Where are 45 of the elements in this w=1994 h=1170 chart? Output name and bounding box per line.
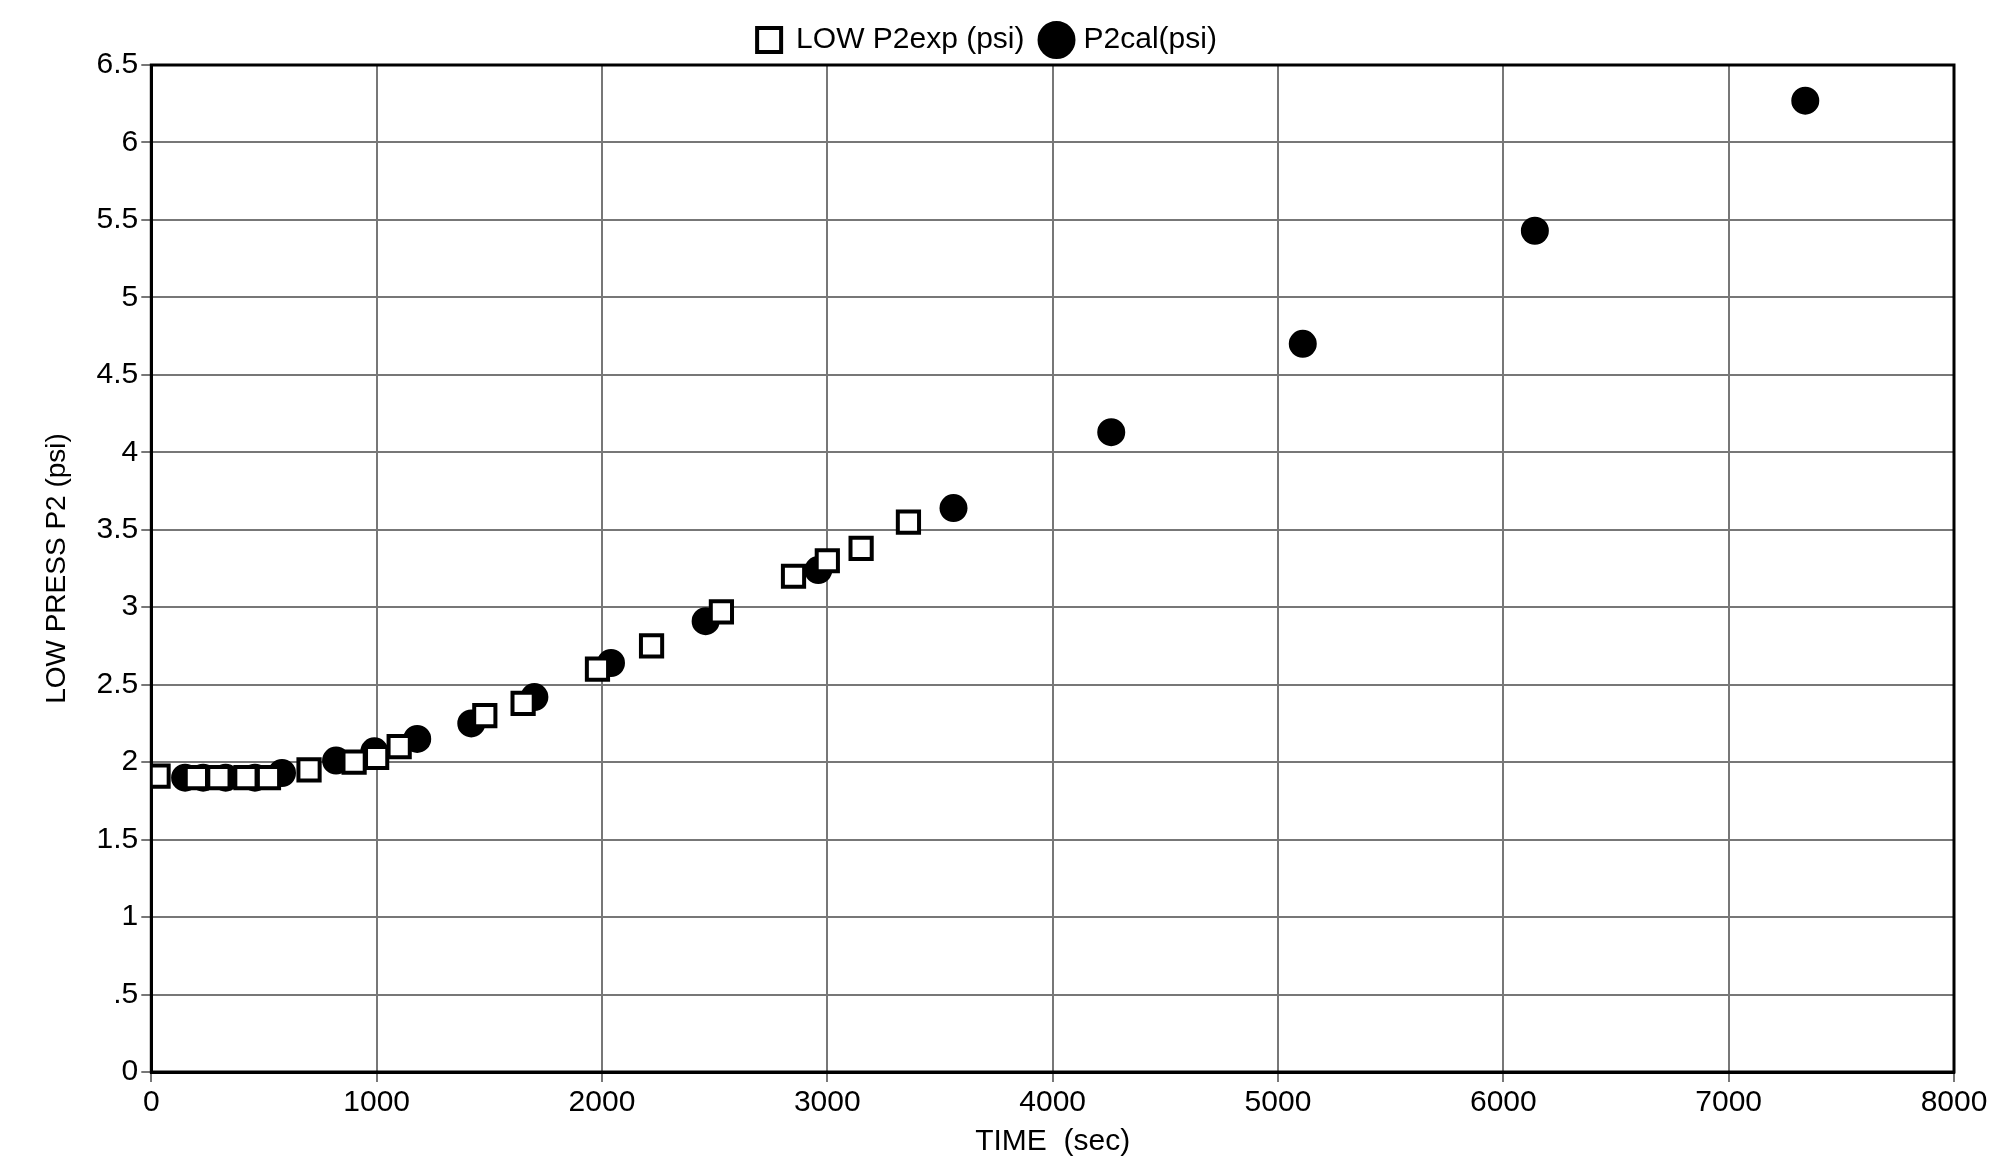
y-tick-label: 1.5 bbox=[96, 820, 139, 854]
x-tick-label: 7000 bbox=[1695, 1084, 1763, 1118]
x-tick-label: 0 bbox=[142, 1084, 160, 1118]
y-tick-label: 3.5 bbox=[96, 511, 139, 545]
y-tick-label: 0 bbox=[121, 1053, 139, 1087]
x-tick-label: 5000 bbox=[1244, 1084, 1312, 1118]
y-tick-label: 2.5 bbox=[96, 665, 139, 699]
x-tick-label: 8000 bbox=[1920, 1084, 1988, 1118]
point bbox=[848, 535, 874, 561]
x-tick-label: 6000 bbox=[1469, 1084, 1537, 1118]
y-axis-title: LOW PRESS P2 (psi) bbox=[39, 433, 71, 704]
y-tick-label: 5 bbox=[121, 278, 139, 312]
point bbox=[472, 703, 498, 729]
x-tick-label: 4000 bbox=[1019, 1084, 1087, 1118]
y-tick-label: .5 bbox=[113, 975, 139, 1009]
point bbox=[584, 656, 611, 682]
point bbox=[895, 509, 922, 535]
y-tick-label: 5.5 bbox=[96, 201, 139, 235]
y-tick-label: 4 bbox=[121, 433, 139, 467]
point bbox=[780, 563, 807, 589]
y-tick-label: 3 bbox=[121, 588, 139, 622]
legend-label: P2cal(psi) bbox=[1083, 21, 1217, 55]
legend-label: LOW P2exp (psi) bbox=[796, 21, 1025, 55]
x-tick-label: 3000 bbox=[793, 1084, 861, 1118]
point bbox=[341, 749, 367, 775]
y-tick-label: 2 bbox=[121, 743, 139, 777]
point bbox=[1520, 216, 1549, 245]
x-tick-label: 1000 bbox=[343, 1084, 411, 1118]
point bbox=[1791, 86, 1820, 115]
x-tick-label: 2000 bbox=[568, 1084, 636, 1118]
y-tick-label: 4.5 bbox=[96, 356, 139, 390]
point bbox=[296, 757, 322, 783]
point bbox=[814, 548, 840, 574]
point bbox=[708, 599, 735, 625]
point bbox=[510, 690, 536, 716]
y-tick-label: 6.5 bbox=[96, 46, 139, 80]
point bbox=[638, 633, 665, 659]
y-tick-label: 6 bbox=[121, 123, 139, 157]
point bbox=[1288, 329, 1317, 358]
point bbox=[206, 765, 232, 791]
y-tick-label: 1 bbox=[121, 898, 139, 932]
x-axis-title: TIME (sec) bbox=[975, 1123, 1131, 1157]
point bbox=[939, 494, 968, 523]
point bbox=[1097, 418, 1126, 447]
point bbox=[386, 734, 412, 760]
